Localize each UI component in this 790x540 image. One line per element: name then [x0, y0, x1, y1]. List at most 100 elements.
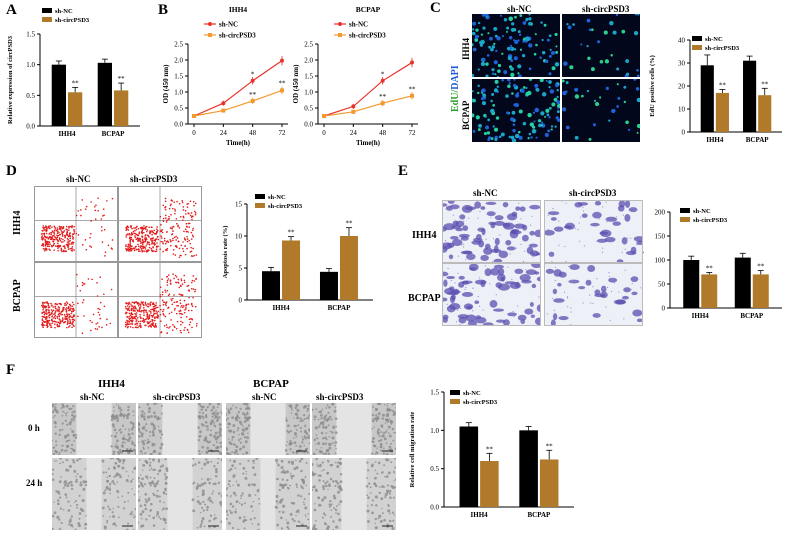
- cell-body: [371, 440, 374, 443]
- cell-nucleus: [496, 85, 499, 88]
- flow-event: [189, 318, 192, 320]
- cell-body: [314, 502, 316, 505]
- cell-body: [314, 528, 317, 530]
- y-tick-label: 2.0: [304, 57, 313, 65]
- cell-body: [147, 478, 149, 480]
- cell-nucleus: [546, 113, 550, 117]
- cell-body: [236, 415, 240, 419]
- flow-event: [171, 329, 174, 331]
- cell-body: [334, 417, 338, 421]
- flow-event: [171, 228, 173, 230]
- cell-body: [84, 523, 87, 526]
- membrane-pore: [518, 202, 520, 204]
- flow-event: [153, 244, 156, 246]
- cell-body: [162, 507, 166, 510]
- cell-body: [156, 489, 159, 492]
- flow-event: [164, 206, 166, 209]
- significance-mark: **: [288, 229, 296, 237]
- membrane-pore: [582, 206, 584, 209]
- flow-event: [132, 310, 135, 312]
- flow-event: [53, 225, 56, 228]
- flow-event: [159, 248, 162, 250]
- cell-nucleus: [528, 67, 532, 71]
- flow-event: [154, 324, 157, 327]
- flow-event: [146, 315, 148, 318]
- cell-nucleus: [574, 94, 580, 99]
- cell-body: [231, 416, 235, 419]
- flow-event: [104, 251, 107, 254]
- membrane-pore: [631, 282, 633, 285]
- cell-nucleus: [482, 57, 486, 62]
- cell-body: [201, 489, 205, 493]
- flow-event: [131, 227, 133, 230]
- cell-body: [52, 416, 55, 419]
- flow-event: [179, 216, 182, 218]
- flow-event: [58, 231, 60, 234]
- cell-nucleus: [517, 130, 521, 134]
- cell-body: [163, 518, 167, 522]
- membrane-pore: [561, 201, 563, 202]
- x-axis-label: Time(h): [356, 139, 381, 147]
- cell-body: [315, 443, 317, 445]
- cell-body: [138, 423, 141, 427]
- cell-body: [141, 510, 145, 514]
- cell-nucleus: [562, 79, 565, 83]
- cell-nucleus: [580, 43, 583, 46]
- flow-event: [111, 239, 114, 241]
- cell-body: [366, 494, 369, 497]
- membrane-pore: [570, 307, 572, 309]
- cell-body: [383, 437, 387, 441]
- cell-body: [318, 425, 321, 428]
- cell-body: [101, 506, 105, 510]
- data-point: [351, 109, 356, 114]
- cell-body: [289, 448, 292, 451]
- flow-event: [187, 303, 190, 305]
- flow-event: [167, 278, 170, 280]
- cell-nucleus: [512, 128, 516, 133]
- cell-body: [247, 432, 249, 435]
- cell-body: [387, 425, 391, 429]
- membrane-pore: [596, 278, 598, 280]
- migrated-cell: [502, 319, 510, 325]
- cell-body: [78, 512, 82, 515]
- significance-mark: **: [72, 79, 80, 87]
- cell-nucleus: [491, 93, 495, 97]
- flow-event: [154, 323, 157, 325]
- y-axis-label: Relative cell migration rate: [409, 412, 416, 488]
- migrated-cell: [498, 283, 510, 291]
- flow-event: [139, 322, 141, 325]
- cell-body: [152, 426, 157, 431]
- flow-event: [190, 303, 193, 306]
- cell-body: [132, 410, 135, 413]
- flow-event: [134, 312, 136, 315]
- flow-event: [140, 247, 143, 250]
- cell-nucleus: [494, 79, 499, 84]
- cell-body: [54, 425, 57, 428]
- flow-event: [42, 304, 45, 307]
- flow-event: [169, 280, 172, 282]
- cell-body: [117, 450, 120, 454]
- cell-body: [228, 441, 232, 445]
- cell-body: [142, 446, 145, 449]
- cell-body: [216, 417, 220, 421]
- cell-body: [367, 520, 370, 523]
- flow-event: [137, 245, 140, 248]
- flow-event: [103, 214, 105, 216]
- cell-nucleus: [633, 30, 639, 36]
- cell-body: [243, 527, 246, 530]
- cell-body: [301, 441, 304, 444]
- cell-body: [124, 428, 127, 430]
- cell-nucleus: [535, 43, 538, 47]
- cell-nucleus: [514, 48, 517, 51]
- cell-body: [65, 414, 68, 417]
- flow-event: [145, 311, 147, 313]
- cell-body: [306, 526, 309, 530]
- cell-body: [316, 465, 319, 468]
- cell-body: [131, 510, 134, 514]
- cell-nucleus: [625, 59, 630, 63]
- cell-body: [388, 434, 392, 438]
- bar-circ-bcpap: [539, 459, 559, 507]
- flow-event: [91, 321, 93, 324]
- cell-body: [245, 407, 248, 411]
- cell-body: [142, 442, 146, 446]
